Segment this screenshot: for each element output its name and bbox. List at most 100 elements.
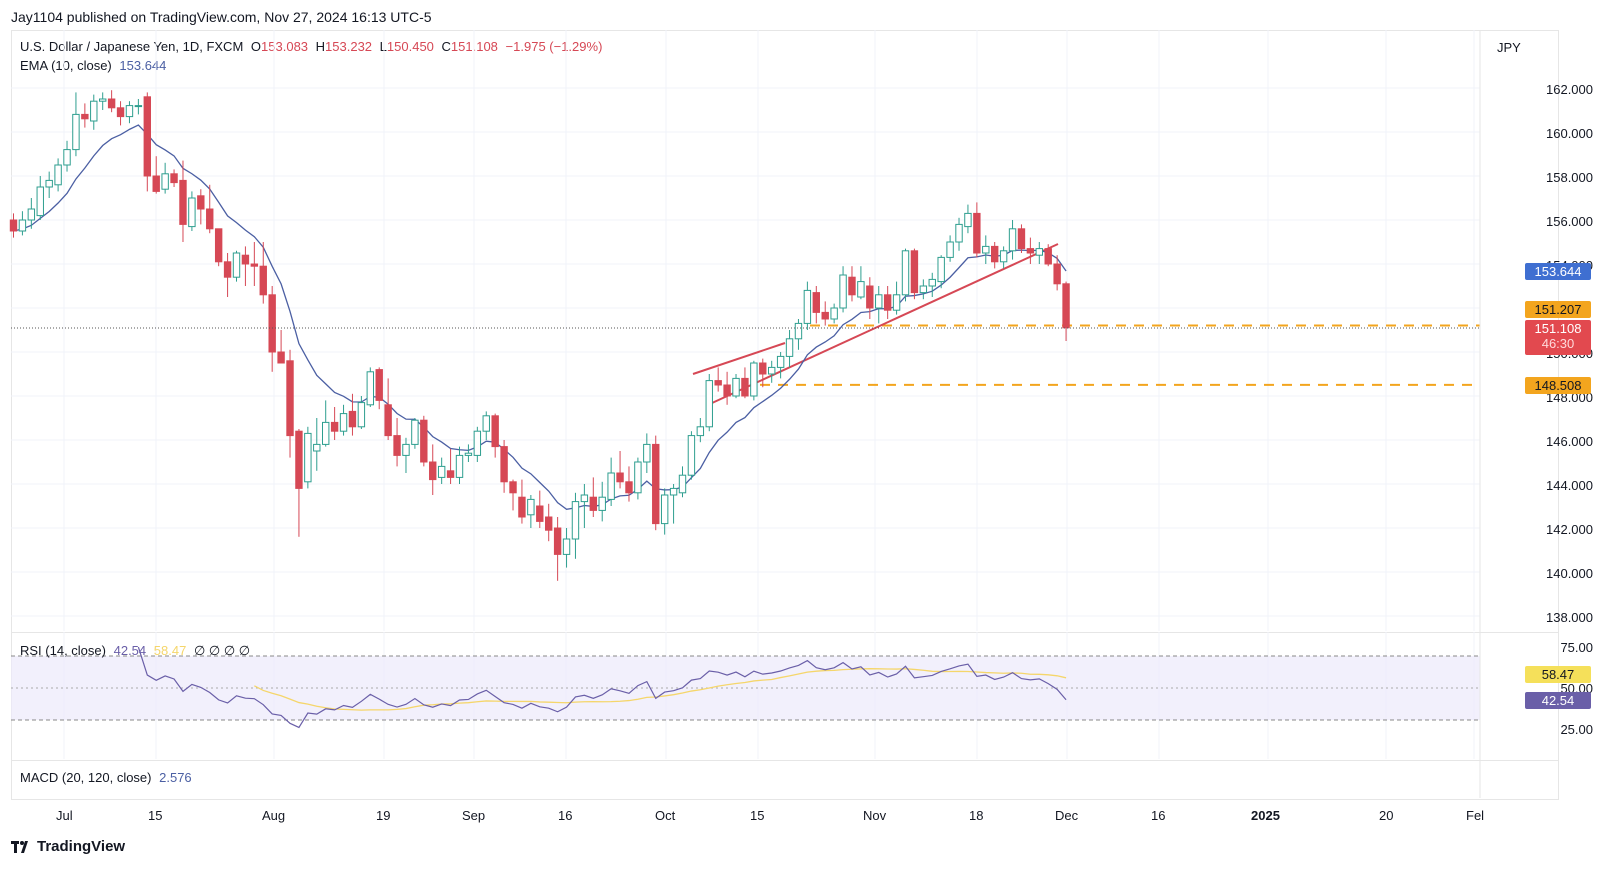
candle-body (295, 430, 303, 489)
candle-body (1026, 248, 1035, 254)
candle-body (18, 219, 27, 232)
rsi-label[interactable]: RSI (14, close) (20, 643, 106, 658)
tradingview-icon (11, 840, 28, 853)
change-value: −1.975 (−1.29%) (505, 39, 603, 54)
candles (9, 90, 1070, 581)
candle-body (643, 443, 651, 463)
candle-body (348, 410, 357, 428)
candle-body (125, 105, 134, 118)
candle-body (420, 419, 428, 463)
axis-156: 156.000 (1546, 214, 1593, 229)
time-dec: Dec (1055, 808, 1079, 823)
axis-144: 144.000 (1546, 478, 1593, 493)
candle-body (214, 228, 223, 263)
candle-body (161, 173, 169, 190)
time-oct: Oct (655, 808, 676, 823)
lower-level-tag: 148.508 (1525, 377, 1591, 394)
rsi-legend[interactable]: RSI (14, close) 42.54 58.47 ∅ ∅ ∅ ∅ (20, 643, 250, 659)
ema-legend[interactable]: EMA (10, close) 153.644 (20, 58, 166, 73)
high-label: H (315, 39, 326, 54)
candle-body (714, 380, 722, 386)
candle-body (232, 252, 241, 278)
candle-body (919, 285, 928, 294)
candle-body (482, 415, 490, 432)
macd-pane[interactable] (11, 760, 1559, 800)
trend-lines (692, 243, 1059, 404)
bar-countdown: 46:30 (1541, 336, 1575, 351)
tradingview-logo[interactable]: TradingView (11, 838, 125, 855)
candle-body (607, 472, 615, 500)
candle-body (999, 250, 1008, 263)
macd-label[interactable]: MACD (20, 120, close) (20, 770, 152, 785)
candle-body (768, 366, 776, 375)
candle-body (991, 245, 999, 263)
symbol-name[interactable]: U.S. Dollar / Japanese Yen, 1D, FXCM (20, 39, 244, 54)
candle-body (304, 432, 312, 483)
candle-body (188, 197, 196, 228)
macd-legend[interactable]: MACD (20, 120, close) 2.576 (20, 770, 192, 785)
ema-label[interactable]: EMA (10, close) (20, 58, 112, 73)
axis-140: 140.000 (1546, 566, 1593, 581)
rsi-band (11, 656, 1480, 720)
time-nov: Nov (863, 808, 887, 823)
time-15-oct: 15 (750, 808, 765, 823)
rsi-axis-25: 25.00 (1560, 722, 1593, 737)
candle-body (553, 527, 562, 555)
support-levels (760, 324, 1480, 386)
candle-body (955, 223, 963, 243)
candle-body (437, 465, 446, 478)
rsi-value: 42.54 (113, 643, 147, 658)
candle-body (134, 105, 143, 108)
axis-162: 162.000 (1546, 82, 1593, 97)
candle-body (206, 208, 214, 230)
candle-body (1044, 248, 1052, 265)
time-16-sep: 16 (558, 808, 573, 823)
candle-body (652, 443, 660, 525)
candle-body (625, 481, 633, 494)
candle-body (741, 377, 749, 397)
candle-body (545, 516, 553, 531)
candle-body (277, 351, 285, 364)
time-2025: 2025 (1251, 808, 1280, 823)
candle-body (866, 285, 874, 309)
candle-body (928, 278, 936, 287)
candle-body (54, 164, 62, 186)
candle-body (152, 175, 160, 192)
candle-body (322, 421, 330, 445)
candle-body (580, 494, 589, 503)
rsi-ma-line (254, 668, 1067, 711)
currency-label[interactable]: JPY (1497, 40, 1521, 55)
rsi-axis-75: 75.00 (1560, 640, 1593, 655)
open-label: O (250, 39, 262, 54)
macd-value: 2.576 (159, 770, 192, 785)
time-20-jan: 20 (1379, 808, 1394, 823)
time-19-aug: 19 (376, 808, 391, 823)
candle-body (197, 195, 205, 210)
candle-body (455, 454, 464, 478)
candle-body (45, 179, 53, 188)
symbol-legend[interactable]: U.S. Dollar / Japanese Yen, 1D, FXCM O15… (20, 39, 602, 54)
candle-body (384, 404, 392, 437)
candle-body (892, 294, 901, 311)
candle-body (116, 107, 125, 118)
candle-body (875, 294, 883, 309)
open-value: 153.083 (261, 39, 309, 54)
candle-body (803, 289, 812, 324)
candle-body (723, 384, 731, 397)
axis-160: 160.000 (1546, 126, 1593, 141)
time-16-dec: 16 (1151, 808, 1166, 823)
time-18-nov: 18 (969, 808, 984, 823)
candle-body (687, 435, 696, 476)
candle-body (830, 307, 838, 320)
candle-body (1062, 283, 1070, 329)
candle-body (27, 208, 36, 221)
candle-body (72, 113, 80, 151)
candle-body (143, 96, 152, 177)
candle-body (241, 254, 250, 265)
channel-upper-line (692, 342, 786, 375)
candle-body (982, 245, 990, 254)
candle-body (1053, 263, 1061, 285)
candle-body (857, 281, 865, 298)
rsi-tag: 42.54 (1525, 692, 1591, 709)
